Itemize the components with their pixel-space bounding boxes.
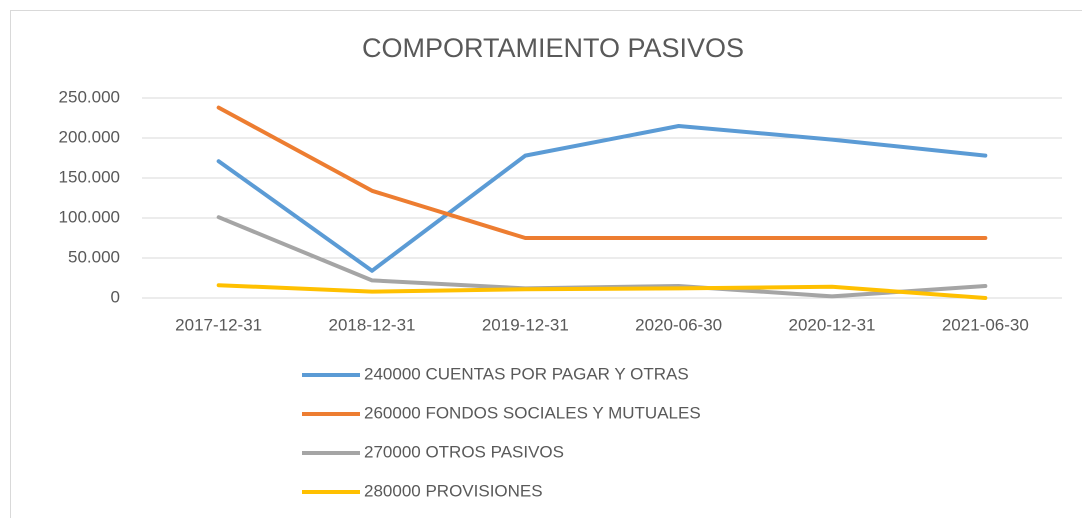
legend-label: 270000 OTROS PASIVOS	[364, 442, 564, 461]
y-tick-label: 200.000	[59, 127, 120, 146]
series-line	[216, 105, 988, 240]
x-tick-label: 2020-12-31	[789, 315, 876, 334]
y-tick-label: 250.000	[59, 87, 120, 106]
legend-label: 240000 CUENTAS POR PAGAR Y OTRAS	[364, 364, 689, 383]
x-tick-label: 2019-12-31	[482, 315, 569, 334]
y-tick-label: 150.000	[59, 167, 120, 186]
x-tick-label: 2017-12-31	[175, 315, 262, 334]
legend-label: 260000 FONDOS SOCIALES Y MUTUALES	[364, 403, 701, 422]
series-line	[216, 124, 988, 273]
chart-title: COMPORTAMIENTO PASIVOS	[362, 33, 744, 63]
y-tick-label: 100.000	[59, 207, 120, 226]
legend-label: 280000 PROVISIONES	[364, 481, 543, 500]
y-tick-label: 0	[111, 287, 120, 306]
series-line	[216, 283, 988, 300]
y-tick-label: 50.000	[68, 247, 120, 266]
x-tick-label: 2020-06-30	[635, 315, 722, 334]
x-tick-label: 2018-12-31	[329, 315, 416, 334]
x-tick-label: 2021-06-30	[942, 315, 1029, 334]
chart-frame	[10, 10, 1082, 518]
